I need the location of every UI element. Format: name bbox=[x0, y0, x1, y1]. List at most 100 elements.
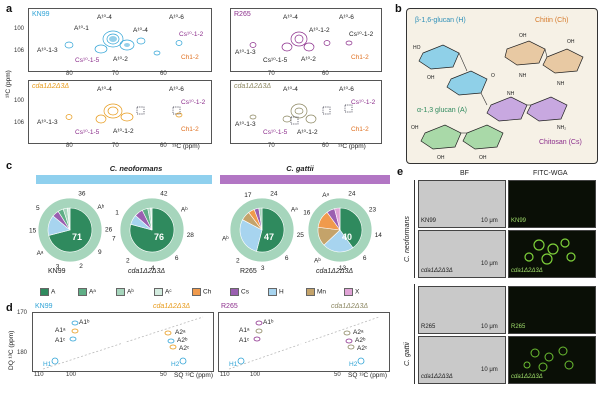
pie-label: 1 bbox=[115, 210, 119, 217]
strain-label: R265 bbox=[234, 11, 251, 18]
pie-label: 17 bbox=[244, 192, 252, 199]
scale-label: 10 μm bbox=[481, 367, 498, 373]
legend-label: Mn bbox=[317, 288, 327, 296]
xtick: 50 bbox=[160, 372, 167, 378]
peak-label: A¹⁰-1-3 bbox=[235, 49, 256, 56]
xtick: 50 bbox=[334, 372, 341, 378]
pie-label: 6 bbox=[175, 255, 179, 262]
strain-label: KN99 bbox=[35, 303, 53, 310]
peak-label: A¹⁰-1-2 bbox=[113, 128, 134, 135]
fitc-image: cda1Δ2Δ3Δ bbox=[508, 230, 596, 278]
chitin-title: Chitin (Ch) bbox=[535, 17, 569, 24]
pie-slice bbox=[256, 207, 285, 253]
dq-peak: H1 bbox=[229, 361, 238, 368]
legend-label: H bbox=[279, 288, 284, 296]
row-label: cda1Δ2Δ3Δ bbox=[421, 268, 453, 274]
structure-box: β-1,6-glucan (H) Chitin (Ch) OH HO O OH OH N… bbox=[406, 8, 598, 164]
dq-peak: A1ᵃ bbox=[239, 327, 250, 334]
dq-peak: H1 bbox=[43, 361, 52, 368]
contour-plot bbox=[249, 103, 353, 125]
xtick: 60 bbox=[322, 71, 329, 77]
pie-slice bbox=[339, 207, 363, 249]
panel-a-letter: a bbox=[6, 3, 13, 15]
pie-slice bbox=[150, 207, 153, 231]
divider bbox=[414, 180, 415, 278]
peak-label: A¹⁰-2 bbox=[301, 56, 316, 63]
svg-text:OH: OH bbox=[411, 125, 419, 131]
pie-slice bbox=[258, 207, 263, 231]
peak-label: A¹⁰-6 bbox=[339, 14, 354, 21]
peak-label: Cs¹⁰-1-2 bbox=[351, 99, 376, 106]
peak-label: Ch1-2 bbox=[351, 126, 369, 133]
xaxis-label: ¹³C (ppm) bbox=[172, 143, 200, 150]
xtick: 70 bbox=[268, 143, 275, 149]
ytick: 106 bbox=[14, 48, 25, 54]
legend-item: Ch bbox=[192, 288, 211, 296]
pie-slice bbox=[239, 219, 263, 252]
legend-swatch bbox=[116, 288, 125, 296]
peak-label: A¹⁰-6 bbox=[339, 86, 354, 93]
plot-cda-gattii: cda1Δ2Δ3Δ A¹⁰-4 A¹⁰-6 Cs¹⁰-1-2 A¹⁰-1-3 A… bbox=[230, 80, 382, 144]
dq-peak: H2 bbox=[349, 361, 358, 368]
bf-image: cda1Δ2Δ3Δ 10 μm bbox=[418, 230, 506, 278]
ytick: 170 bbox=[17, 310, 28, 316]
peak-label: Cs¹⁰-1-5 bbox=[263, 57, 288, 64]
peak-label: A¹⁰-1-3 bbox=[235, 121, 256, 128]
fluorescent-cells bbox=[524, 238, 576, 265]
svg-text:HO: HO bbox=[413, 45, 421, 51]
pie-value-label: 71 bbox=[72, 232, 82, 242]
panel-d-letter: d bbox=[6, 302, 13, 314]
fitc-image: cda1Δ2Δ3Δ bbox=[508, 336, 596, 384]
panel-a-yaxis-label: ¹³C (ppm) bbox=[5, 70, 12, 98]
panel-b-letter: b bbox=[395, 3, 402, 15]
peak-label: Ch1-2 bbox=[351, 54, 369, 61]
legend-item: X bbox=[344, 288, 359, 296]
legend-label: X bbox=[355, 288, 360, 296]
peak-label: A¹⁰-4 bbox=[283, 86, 298, 93]
pie-label: 6 bbox=[363, 255, 367, 262]
xtick: 100 bbox=[66, 372, 77, 378]
peak-label: A¹⁰-1-2 bbox=[309, 27, 330, 34]
bf-image: cda1Δ2Δ3Δ 10 μm bbox=[418, 336, 506, 384]
pie-label: 42 bbox=[160, 191, 168, 198]
peak-label: Ch1-2 bbox=[181, 54, 199, 61]
pie-label: 16 bbox=[303, 210, 311, 217]
plot-r265: R265 A¹⁰-4 A¹⁰-6 Cs¹⁰-1-2 A¹⁰-1-2 Ch1-2 … bbox=[230, 8, 382, 72]
svg-text:NH: NH bbox=[557, 81, 565, 87]
peak-label: Cs¹⁰-1-2 bbox=[349, 31, 374, 38]
peak-label: A¹⁰-1-3 bbox=[37, 47, 58, 54]
pie-value-label: 47 bbox=[264, 232, 274, 242]
legend-label: Aᶜ bbox=[165, 288, 172, 296]
ytick: 180 bbox=[17, 350, 28, 356]
bf-image: KN99 10 μm bbox=[418, 180, 506, 228]
xaxis-label: SQ ¹³C (ppm) bbox=[348, 372, 387, 379]
peak-label: A¹⁰-4 bbox=[133, 27, 148, 34]
pie-label: 28 bbox=[187, 232, 195, 239]
peak-label: Cs¹⁰-1-5 bbox=[75, 129, 100, 136]
pie-value-label: 40 bbox=[342, 232, 352, 242]
dq-peak: A1ᶜ bbox=[55, 337, 66, 344]
legend-swatch bbox=[344, 288, 353, 296]
ytick: 100 bbox=[14, 98, 25, 104]
legend-item: Aᶜ bbox=[154, 288, 172, 296]
pie-label: Aᵃ bbox=[322, 192, 329, 199]
fitc-image: R265 bbox=[508, 286, 596, 334]
strain-label: cda1Δ2Δ3Δ bbox=[32, 83, 70, 90]
legend-swatch bbox=[40, 288, 49, 296]
pie-value-label: 76 bbox=[154, 232, 164, 242]
pie-label: 2 bbox=[126, 257, 130, 264]
xtick: 110 bbox=[34, 372, 44, 378]
svg-text:OH: OH bbox=[519, 33, 527, 39]
dq-peak: A2ᵇ bbox=[355, 337, 366, 344]
peak-label: Ch1-2 bbox=[181, 126, 199, 133]
peak-label: Cs¹⁰-1-2 bbox=[179, 31, 204, 38]
row-label: cda1Δ2Δ3Δ bbox=[511, 374, 543, 380]
pie-label: 4 bbox=[151, 265, 155, 272]
pie-label: 7 bbox=[112, 235, 116, 242]
svg-text:O: O bbox=[491, 73, 495, 79]
xaxis-label: ¹³C (ppm) bbox=[338, 143, 366, 150]
legend-label: Ch bbox=[203, 288, 212, 296]
legend-item: A bbox=[40, 288, 55, 296]
pie-slice bbox=[66, 207, 71, 231]
dq-peak: A1ᵇ bbox=[263, 319, 274, 326]
